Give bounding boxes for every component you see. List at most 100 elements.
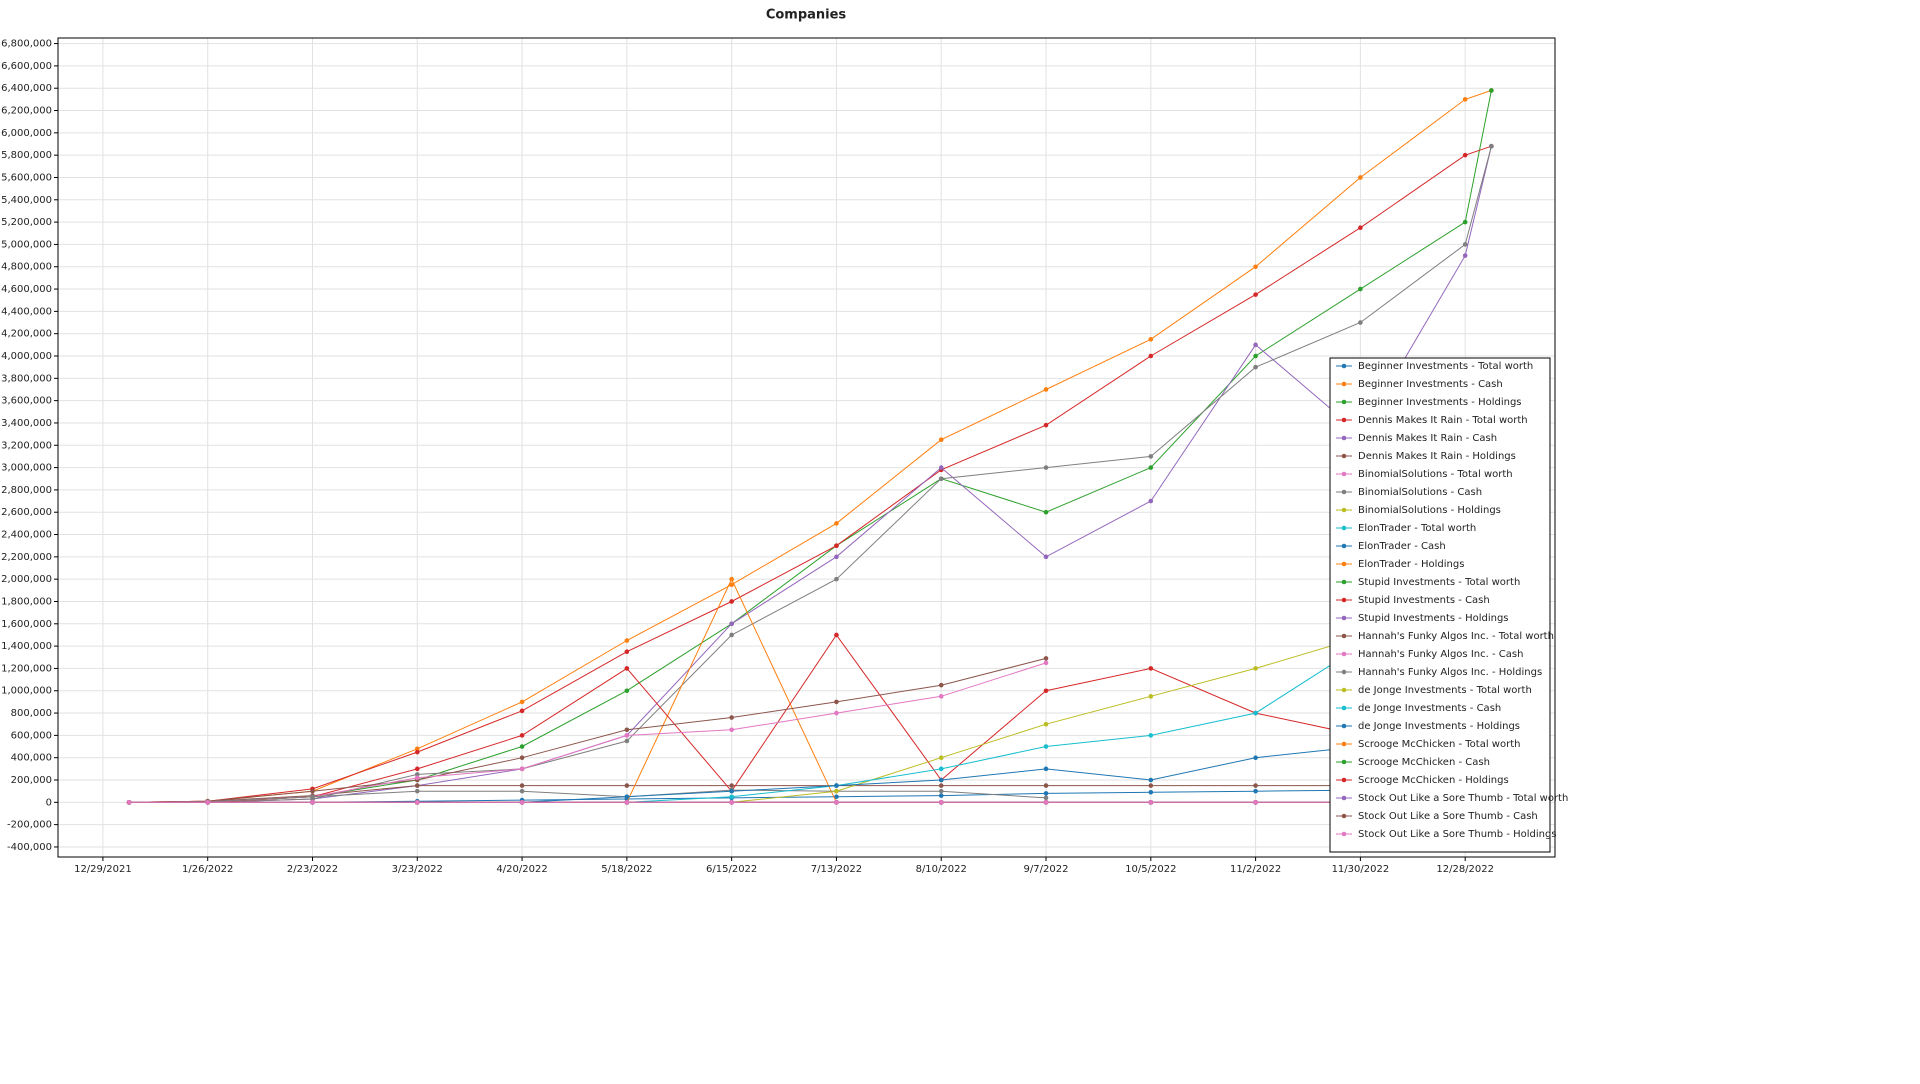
data-point	[834, 576, 839, 582]
data-point	[519, 800, 525, 805]
data-point	[1043, 688, 1049, 694]
legend-box	[1329, 357, 1551, 853]
x-tick-label: 4/20/2022	[496, 864, 547, 875]
data-point	[938, 465, 944, 470]
legend-marker	[1341, 777, 1347, 783]
data-point	[1462, 152, 1468, 158]
x-tick-label: 3/23/2022	[392, 864, 443, 875]
x-tick-label: 11/2/2022	[1230, 864, 1281, 875]
legend-marker	[1341, 759, 1347, 765]
data-point	[834, 800, 839, 805]
legend-label: ElonTrader - Total worth	[1358, 523, 1476, 534]
legend-marker	[1341, 669, 1347, 675]
data-point	[1148, 498, 1154, 504]
legend-label: Beginner Investments - Total worth	[1358, 361, 1533, 372]
data-point	[624, 738, 630, 744]
legend-label: Dennis Makes It Rain - Total worth	[1358, 415, 1528, 426]
data-point	[834, 710, 839, 716]
data-point	[414, 788, 420, 794]
data-point	[1148, 454, 1154, 459]
data-point	[414, 775, 420, 781]
legend-marker	[1341, 489, 1347, 495]
data-point	[938, 777, 944, 783]
y-tick-label: 2,200,000	[1, 552, 52, 563]
data-point	[1358, 320, 1363, 325]
data-point	[1489, 88, 1494, 93]
y-tick-label: 5,200,000	[1, 217, 52, 228]
data-point	[1253, 788, 1258, 794]
data-point	[834, 521, 839, 526]
data-point	[938, 793, 944, 798]
data-point	[519, 699, 525, 705]
data-point	[1358, 286, 1363, 292]
data-point	[519, 788, 525, 794]
legend-marker	[1341, 741, 1347, 747]
data-point	[1253, 264, 1258, 270]
data-point	[729, 599, 734, 604]
data-point	[1253, 710, 1258, 716]
y-tick-label: 6,600,000	[1, 61, 52, 72]
legend-label: ElonTrader - Cash	[1358, 541, 1446, 552]
data-point	[834, 699, 839, 705]
data-point	[414, 749, 420, 755]
y-tick-label: -400,000	[7, 842, 52, 853]
data-point	[1253, 666, 1258, 671]
data-point	[834, 554, 839, 560]
legend-marker	[1341, 525, 1347, 531]
data-point	[1489, 143, 1494, 149]
y-tick-label: 4,000,000	[1, 351, 52, 362]
data-point	[834, 543, 839, 548]
y-tick-label: 0	[46, 797, 52, 808]
data-point	[1148, 800, 1154, 805]
legend-marker	[1341, 651, 1347, 657]
y-tick-label: 800,000	[11, 708, 52, 719]
y-tick-label: 3,200,000	[1, 440, 52, 451]
data-point	[1043, 465, 1049, 470]
plot-border	[57, 37, 1556, 858]
y-tick-label: 2,400,000	[1, 530, 52, 541]
data-point	[938, 788, 944, 794]
series-line	[129, 612, 1466, 803]
legend-marker	[1341, 561, 1347, 567]
data-point	[1253, 783, 1258, 788]
data-point	[1043, 795, 1049, 801]
data-point	[310, 788, 315, 794]
y-tick-label: 4,400,000	[1, 306, 52, 317]
legend-label: Stock Out Like a Sore Thumb - Cash	[1358, 811, 1538, 822]
x-tick-label: 7/13/2022	[811, 864, 862, 875]
legend-marker	[1341, 705, 1347, 711]
data-point	[1043, 660, 1049, 666]
y-tick-label: 1,200,000	[1, 663, 52, 674]
y-tick-label: 5,600,000	[1, 172, 52, 183]
legend-label: Hannah's Funky Algos Inc. - Holdings	[1358, 667, 1542, 678]
data-point	[624, 649, 630, 654]
legend-label: de Jonge Investments - Holdings	[1358, 721, 1520, 732]
legend-label: de Jonge Investments - Cash	[1358, 703, 1501, 714]
x-tick-label: 9/7/2022	[1024, 864, 1069, 875]
data-point	[938, 755, 944, 760]
y-tick-label: 5,400,000	[1, 195, 52, 206]
data-point	[1043, 387, 1049, 392]
data-point	[624, 727, 630, 733]
data-point	[624, 783, 630, 788]
legend-label: Scrooge McChicken - Cash	[1358, 757, 1490, 768]
data-point	[834, 788, 839, 794]
data-point	[1462, 219, 1468, 225]
data-point	[938, 694, 944, 699]
data-point	[624, 666, 630, 671]
legend-marker	[1341, 543, 1347, 549]
legend-label: Hannah's Funky Algos Inc. - Cash	[1358, 649, 1523, 660]
legend-marker	[1341, 615, 1347, 621]
data-point	[1148, 777, 1154, 783]
y-tick-label: 1,000,000	[1, 686, 52, 697]
data-point	[519, 766, 525, 772]
y-tick-label: 4,200,000	[1, 329, 52, 340]
y-tick-label: 1,600,000	[1, 619, 52, 630]
data-point	[1148, 789, 1154, 795]
y-tick-label: 5,000,000	[1, 239, 52, 250]
data-point	[729, 632, 734, 638]
data-point	[1043, 554, 1049, 560]
x-tick-label: 6/15/2022	[706, 864, 757, 875]
data-point	[519, 755, 525, 760]
legend-label: Stupid Investments - Total worth	[1358, 577, 1520, 588]
